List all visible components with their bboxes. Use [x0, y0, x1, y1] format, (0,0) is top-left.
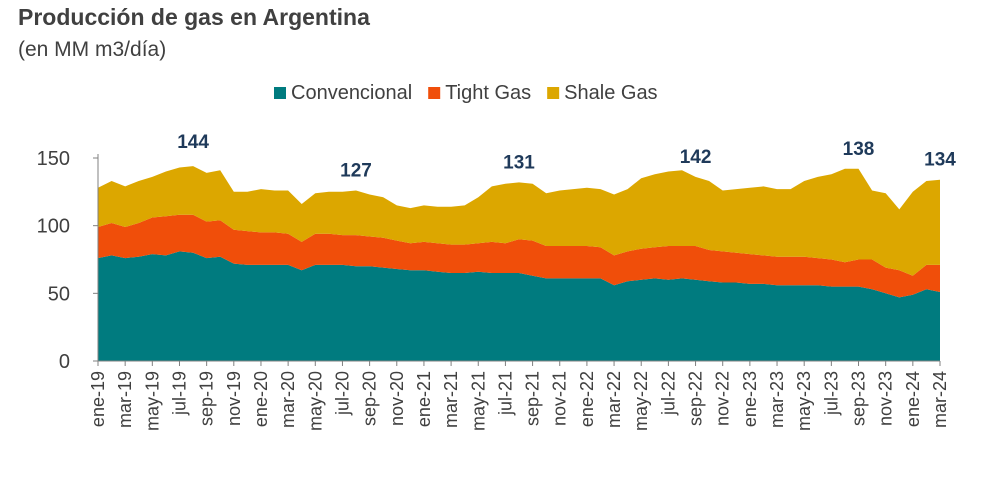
x-tick-label: sep-20: [360, 371, 380, 426]
x-tick-label: sep-23: [849, 371, 869, 426]
x-tick-label: may-19: [142, 371, 162, 431]
legend-label: Convencional: [291, 82, 412, 104]
x-tick-label: nov-20: [387, 371, 407, 426]
legend-swatch: [547, 87, 560, 99]
x-tick-label: ene-20: [251, 371, 271, 427]
x-tick-label: mar-22: [604, 371, 624, 428]
x-tick-label: ene-19: [88, 371, 108, 427]
x-tick-label: jul-21: [495, 371, 515, 416]
x-tick-label: mar-19: [115, 371, 135, 428]
area-convencional: [98, 251, 940, 361]
legend-swatch: [428, 87, 441, 99]
y-tick-labels: 0 50 100 150: [37, 148, 70, 373]
x-tick-label: ene-23: [740, 371, 760, 427]
axes-group: [93, 154, 941, 366]
x-tick-label: nov-21: [550, 371, 570, 426]
x-tick-label: jul-19: [169, 371, 189, 416]
y-tick-label: 0: [59, 351, 70, 373]
peak-label: 131: [503, 152, 535, 173]
peak-label: 127: [340, 160, 372, 181]
x-tick-label: ene-21: [414, 371, 434, 427]
peak-label: 142: [680, 147, 712, 168]
x-tick-label: nov-23: [876, 371, 896, 426]
x-tick-label: ene-24: [903, 371, 923, 427]
x-tick-labels: ene-19 mar-19 may-19 jul-19 sep-19 nov-19 ene-…: [88, 371, 950, 431]
x-tick-label: mar-23: [767, 371, 787, 428]
legend-label: Shale Gas: [564, 82, 657, 104]
peak-label: 138: [843, 139, 875, 160]
chart-title: Producción de gas en Argentina: [18, 4, 370, 30]
peak-annotations: 144 127 131 142 138 134: [177, 132, 956, 181]
x-tick-label: mar-20: [278, 371, 298, 428]
x-tick-label: jul-23: [821, 371, 841, 416]
x-tick-label: jul-22: [658, 371, 678, 416]
x-tick-label: may-23: [794, 371, 814, 431]
x-tick-label: nov-19: [224, 371, 244, 426]
x-tick-label: may-20: [305, 371, 325, 431]
area-series-group: [98, 166, 940, 361]
x-tick-label: sep-22: [686, 371, 706, 426]
x-tick-label: jul-20: [332, 371, 352, 416]
x-tick-label: may-22: [631, 371, 651, 431]
x-tick-label: may-21: [468, 371, 488, 431]
y-tick-label: 50: [48, 283, 70, 305]
legend-label: Tight Gas: [445, 82, 531, 104]
legend-swatch: [274, 87, 286, 99]
area-shale-gas: [98, 166, 940, 276]
x-tick-label: nov-22: [713, 371, 733, 426]
legend: Convencional Tight Gas Shale Gas: [274, 82, 658, 104]
x-tick-label: mar-24: [930, 371, 950, 428]
y-tick-label: 150: [37, 148, 70, 170]
x-tick-label: sep-21: [523, 371, 543, 426]
peak-label: 134: [924, 150, 956, 171]
area-tight-gas: [98, 214, 940, 298]
y-tick-label: 100: [37, 216, 70, 238]
peak-label: 144: [177, 132, 209, 153]
x-tick-label: ene-22: [577, 371, 597, 427]
x-tick-label: sep-19: [197, 371, 217, 426]
x-tick-label: mar-21: [441, 371, 461, 428]
chart-subtitle: (en MM m3/día): [18, 38, 167, 61]
